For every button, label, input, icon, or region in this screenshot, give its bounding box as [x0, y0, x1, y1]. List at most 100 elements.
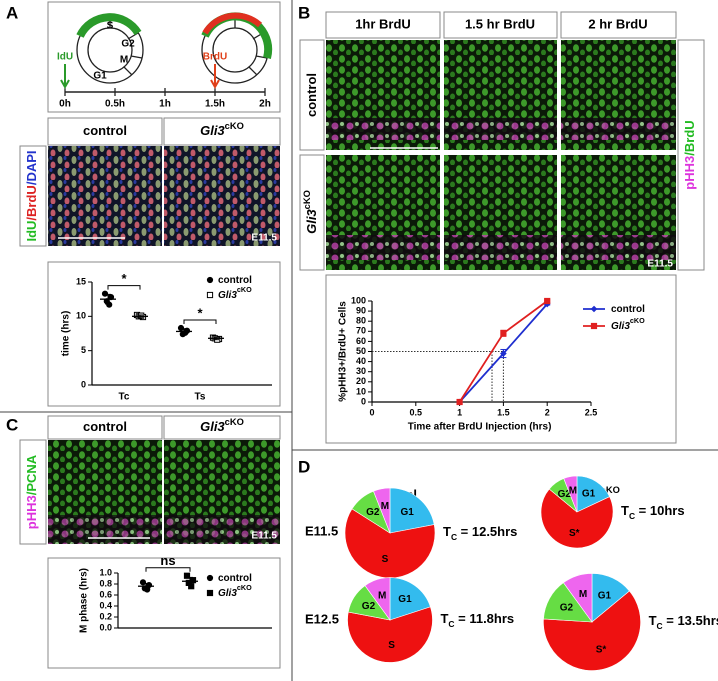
stain-name: BrdU — [682, 120, 697, 152]
slice-label: G1 — [582, 488, 596, 499]
y-tick-label: 90 — [356, 305, 366, 315]
data-point — [139, 579, 147, 586]
cycle-time-sub: C — [448, 619, 454, 629]
y-tick-label: 0 — [81, 379, 86, 389]
micrograph — [48, 146, 162, 246]
slice-label: M — [579, 589, 587, 600]
header-box — [443, 11, 558, 39]
stain-name: pHH3 — [24, 495, 39, 529]
stain-separator: / — [24, 217, 39, 221]
column-header-main: Gli3 — [200, 123, 225, 138]
slice-label: M — [569, 485, 577, 496]
cycle-time-symbol: T — [443, 524, 451, 539]
header-box — [163, 415, 281, 440]
slice-label: S* — [569, 528, 580, 539]
row-box — [299, 154, 325, 271]
legend-label: Gli3cKO — [218, 583, 252, 598]
y-tick-label: 0.8 — [99, 578, 112, 588]
row-header: control — [304, 73, 319, 117]
column-header: control — [83, 419, 127, 434]
stage-label: E11.5 — [251, 233, 277, 244]
pie-slice — [576, 475, 610, 513]
stain-box — [19, 145, 47, 247]
y-tick-label: 15 — [76, 276, 86, 286]
slice-label: G1 — [598, 590, 612, 601]
significance-bracket — [145, 567, 191, 572]
y-tick-label: 10 — [356, 386, 366, 396]
pie-slice — [563, 573, 593, 623]
phase-label: G2 — [121, 39, 135, 50]
y-axis-label: time (hrs) — [61, 311, 72, 357]
x-tick-label: 0.5 — [410, 407, 423, 417]
data-point — [500, 350, 507, 357]
pie-slice — [364, 577, 391, 621]
row-header: E12.5 — [305, 611, 339, 626]
legend-name: Gli3 — [218, 588, 237, 599]
data-point — [544, 297, 551, 305]
y-tick-label: 30 — [356, 366, 366, 376]
cycle-time-symbol: T — [440, 611, 448, 626]
time-label: 0.5h — [105, 99, 125, 110]
legend-name: Gli3 — [611, 321, 630, 332]
slice-label: M — [378, 590, 386, 601]
time-label: 0h — [59, 99, 71, 110]
x-tick-label: 1.5 — [497, 407, 510, 417]
legend-name: control — [218, 275, 252, 286]
stain-box — [19, 439, 47, 545]
data-point — [206, 291, 214, 299]
pie-slice — [563, 475, 578, 513]
y-tick-label: 0.6 — [99, 589, 112, 599]
data-point — [206, 589, 214, 597]
significance-label: ns — [160, 553, 175, 568]
x-tick-label: Tc — [119, 392, 130, 403]
stage-label: E11.5 — [251, 531, 277, 542]
data-point — [188, 583, 195, 590]
stain-box — [677, 39, 705, 271]
cycle-time-value: = 11.8hrs — [455, 611, 515, 626]
column-header: control — [83, 123, 127, 138]
pie-slice — [543, 590, 641, 671]
data-point — [206, 276, 214, 284]
micrograph-grid — [326, 40, 676, 270]
cycle-time-sub: C — [451, 532, 457, 542]
slice-label: S* — [596, 644, 607, 655]
header-box — [560, 11, 677, 39]
stain-separator: / — [682, 152, 697, 156]
time-label: 1.5h — [205, 99, 225, 110]
significance-bracket — [183, 319, 217, 325]
data-point — [590, 305, 598, 313]
y-tick-label: 50 — [356, 346, 366, 356]
stain-name: pHH3 — [682, 156, 697, 190]
pulse-label: BrdU — [203, 52, 227, 63]
legend-label: control — [611, 304, 645, 315]
column-header: 1.5 hr BrdU — [465, 16, 535, 31]
y-tick-label: 10 — [76, 311, 86, 321]
column-header-sup: cKO — [225, 121, 244, 131]
stain-separator: / — [24, 181, 39, 185]
column-header-sup: cKO — [225, 417, 244, 427]
y-tick-label: 5 — [81, 345, 86, 355]
y-tick-label: 20 — [356, 376, 366, 386]
slice-label: G2 — [362, 601, 376, 612]
slice-label: G2 — [558, 489, 572, 500]
y-tick-label: 80 — [356, 316, 366, 326]
pie-slice — [347, 606, 433, 663]
cycle-time-sub: C — [629, 511, 635, 521]
legend-name: control — [218, 573, 252, 584]
cycle-time: TC = 11.8hrs — [440, 611, 514, 629]
cycle-time-value: = 13.5hrs — [663, 613, 718, 628]
time-label: 1h — [159, 99, 171, 110]
header-box — [163, 117, 281, 146]
column-header-main: control — [83, 123, 127, 138]
stain-label: pHH3/BrdU — [682, 120, 697, 189]
data-point — [101, 290, 109, 297]
micrograph-layer — [48, 515, 162, 544]
slice-label: M — [381, 501, 389, 512]
row-header: Gli3cKO — [302, 190, 319, 234]
panel-letter: A — [6, 3, 18, 22]
x-tick-label: Ts — [195, 392, 206, 403]
x-tick-label: 2.5 — [585, 407, 598, 417]
legend-sup: cKO — [237, 583, 252, 592]
slice-label: S — [382, 554, 389, 565]
